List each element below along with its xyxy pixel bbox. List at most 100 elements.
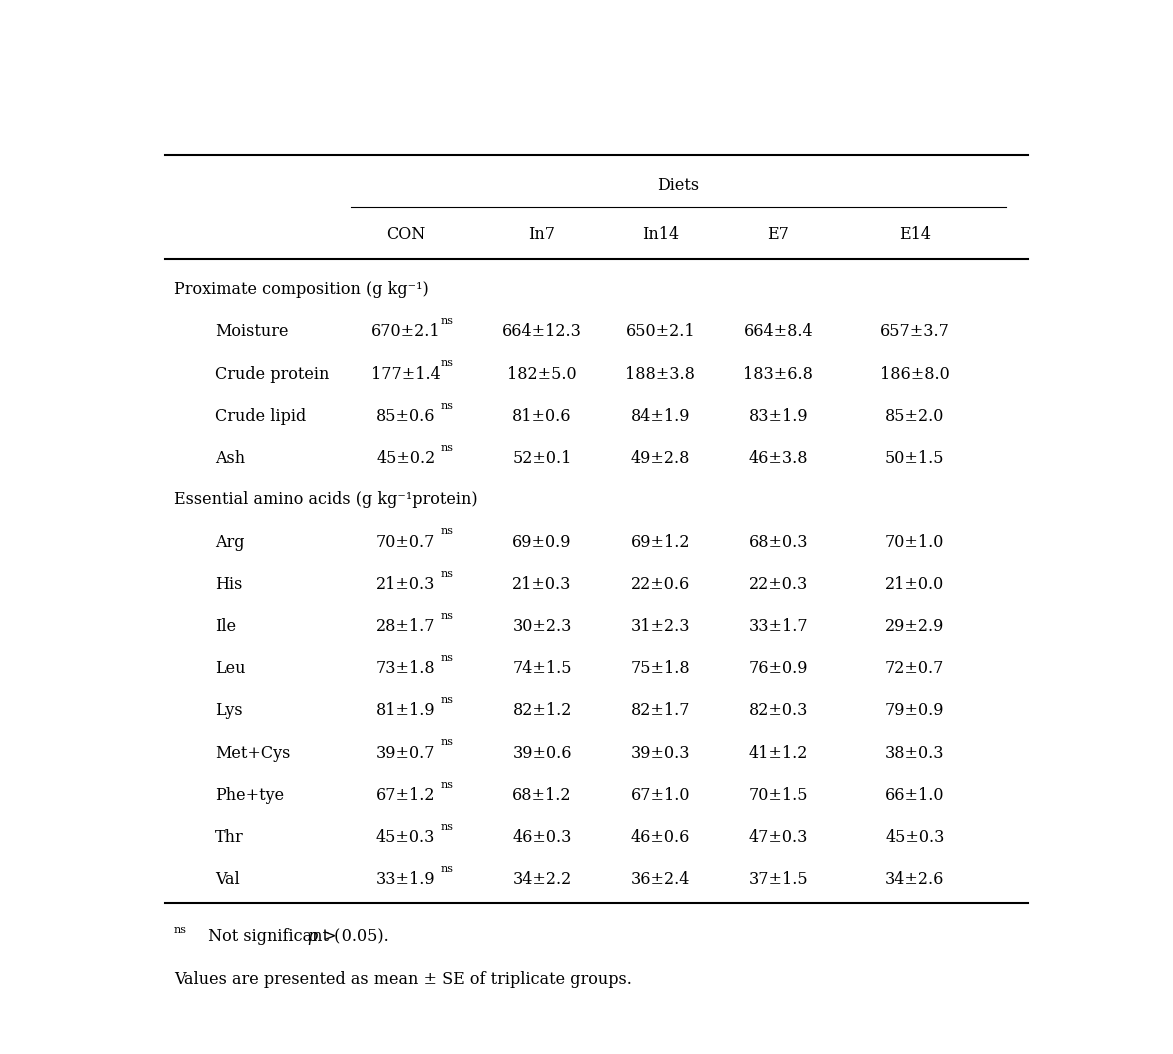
- Text: 82±1.7: 82±1.7: [631, 702, 690, 719]
- Text: 47±0.3: 47±0.3: [748, 828, 808, 846]
- Text: 84±1.9: 84±1.9: [631, 408, 690, 425]
- Text: 67±1.2: 67±1.2: [377, 786, 435, 804]
- Text: Values are presented as mean ± SE of triplicate groups.: Values are presented as mean ± SE of tri…: [174, 971, 632, 988]
- Text: Diets: Diets: [657, 177, 699, 194]
- Text: ns: ns: [440, 653, 453, 663]
- Text: 45±0.3: 45±0.3: [886, 828, 944, 846]
- Text: 34±2.2: 34±2.2: [513, 871, 571, 889]
- Text: p: p: [307, 929, 318, 945]
- Text: Val: Val: [215, 871, 239, 889]
- Text: 73±1.8: 73±1.8: [375, 660, 435, 677]
- Text: ns: ns: [440, 696, 453, 705]
- Text: 22±0.6: 22±0.6: [631, 575, 690, 592]
- Text: 46±0.6: 46±0.6: [631, 828, 690, 846]
- Text: 34±2.6: 34±2.6: [886, 871, 944, 889]
- Text: Met+Cys: Met+Cys: [215, 744, 290, 762]
- Text: 46±0.3: 46±0.3: [513, 828, 571, 846]
- Text: 21±0.3: 21±0.3: [377, 575, 435, 592]
- Text: 650±2.1: 650±2.1: [625, 324, 696, 340]
- Text: ns: ns: [440, 569, 453, 579]
- Text: Ash: Ash: [215, 450, 245, 467]
- Text: 37±1.5: 37±1.5: [748, 871, 808, 889]
- Text: 49±2.8: 49±2.8: [631, 450, 690, 467]
- Text: 182±5.0: 182±5.0: [507, 366, 577, 383]
- Text: 39±0.6: 39±0.6: [513, 744, 571, 762]
- Text: 28±1.7: 28±1.7: [377, 618, 435, 635]
- Text: 68±1.2: 68±1.2: [513, 786, 571, 804]
- Text: 21±0.0: 21±0.0: [886, 575, 944, 592]
- Text: ns: ns: [440, 443, 453, 453]
- Text: 50±1.5: 50±1.5: [886, 450, 944, 467]
- Text: 85±0.6: 85±0.6: [377, 408, 435, 425]
- Text: His: His: [215, 575, 242, 592]
- Text: E14: E14: [899, 226, 931, 242]
- Text: ns: ns: [440, 864, 453, 874]
- Text: 75±1.8: 75±1.8: [630, 660, 690, 677]
- Text: In7: In7: [529, 226, 556, 242]
- Text: 82±0.3: 82±0.3: [748, 702, 808, 719]
- Text: 74±1.5: 74±1.5: [513, 660, 571, 677]
- Text: 45±0.3: 45±0.3: [377, 828, 435, 846]
- Text: 664±8.4: 664±8.4: [744, 324, 813, 340]
- Text: 70±0.7: 70±0.7: [377, 533, 435, 550]
- Text: Thr: Thr: [215, 828, 244, 846]
- Text: 67±1.0: 67±1.0: [631, 786, 690, 804]
- Text: 76±0.9: 76±0.9: [748, 660, 808, 677]
- Text: Moisture: Moisture: [215, 324, 289, 340]
- Text: Proximate composition (g kg⁻¹): Proximate composition (g kg⁻¹): [174, 281, 428, 298]
- Text: Ile: Ile: [215, 618, 236, 635]
- Text: 70±1.0: 70±1.0: [886, 533, 944, 550]
- Text: Essential amino acids (g kg⁻¹protein): Essential amino acids (g kg⁻¹protein): [174, 491, 477, 508]
- Text: 657±3.7: 657±3.7: [880, 324, 950, 340]
- Text: ns: ns: [440, 611, 453, 621]
- Text: Crude protein: Crude protein: [215, 366, 330, 383]
- Text: ns: ns: [440, 738, 453, 747]
- Text: 33±1.9: 33±1.9: [375, 871, 435, 889]
- Text: 33±1.7: 33±1.7: [748, 618, 808, 635]
- Text: 36±2.4: 36±2.4: [631, 871, 690, 889]
- Text: ns: ns: [174, 925, 187, 936]
- Text: 82±1.2: 82±1.2: [513, 702, 571, 719]
- Text: 664±12.3: 664±12.3: [502, 324, 582, 340]
- Text: 69±0.9: 69±0.9: [513, 533, 571, 550]
- Text: 52±0.1: 52±0.1: [513, 450, 571, 467]
- Text: 177±1.4: 177±1.4: [371, 366, 441, 383]
- Text: 46±3.8: 46±3.8: [748, 450, 808, 467]
- Text: 670±2.1: 670±2.1: [371, 324, 441, 340]
- Text: 72±0.7: 72±0.7: [886, 660, 944, 677]
- Text: 39±0.3: 39±0.3: [631, 744, 690, 762]
- Text: 83±1.9: 83±1.9: [748, 408, 808, 425]
- Text: Leu: Leu: [215, 660, 245, 677]
- Text: Phe+tye: Phe+tye: [215, 786, 284, 804]
- Text: Crude lipid: Crude lipid: [215, 408, 306, 425]
- Text: 38±0.3: 38±0.3: [886, 744, 944, 762]
- Text: 81±0.6: 81±0.6: [513, 408, 571, 425]
- Text: 29±2.9: 29±2.9: [886, 618, 944, 635]
- Text: ns: ns: [440, 358, 453, 369]
- Text: 22±0.3: 22±0.3: [748, 575, 808, 592]
- Text: ns: ns: [440, 316, 453, 327]
- Text: ns: ns: [440, 401, 453, 411]
- Text: 21±0.3: 21±0.3: [513, 575, 571, 592]
- Text: 39±0.7: 39±0.7: [377, 744, 435, 762]
- Text: 70±1.5: 70±1.5: [748, 786, 808, 804]
- Text: Arg: Arg: [215, 533, 244, 550]
- Text: ns: ns: [440, 780, 453, 789]
- Text: > 0.05).: > 0.05).: [318, 929, 389, 945]
- Text: 69±1.2: 69±1.2: [631, 533, 690, 550]
- Text: 183±6.8: 183±6.8: [744, 366, 813, 383]
- Text: 81±1.9: 81±1.9: [375, 702, 435, 719]
- Text: Not significant (: Not significant (: [203, 929, 340, 945]
- Text: 188±3.8: 188±3.8: [625, 366, 696, 383]
- Text: 45±0.2: 45±0.2: [377, 450, 435, 467]
- Text: E7: E7: [767, 226, 789, 242]
- Text: 30±2.3: 30±2.3: [513, 618, 571, 635]
- Text: 79±0.9: 79±0.9: [886, 702, 944, 719]
- Text: 41±1.2: 41±1.2: [748, 744, 808, 762]
- Text: Lys: Lys: [215, 702, 243, 719]
- Text: 66±1.0: 66±1.0: [886, 786, 944, 804]
- Text: 31±2.3: 31±2.3: [631, 618, 690, 635]
- Text: CON: CON: [386, 226, 426, 242]
- Text: 68±0.3: 68±0.3: [748, 533, 808, 550]
- Text: 186±8.0: 186±8.0: [880, 366, 950, 383]
